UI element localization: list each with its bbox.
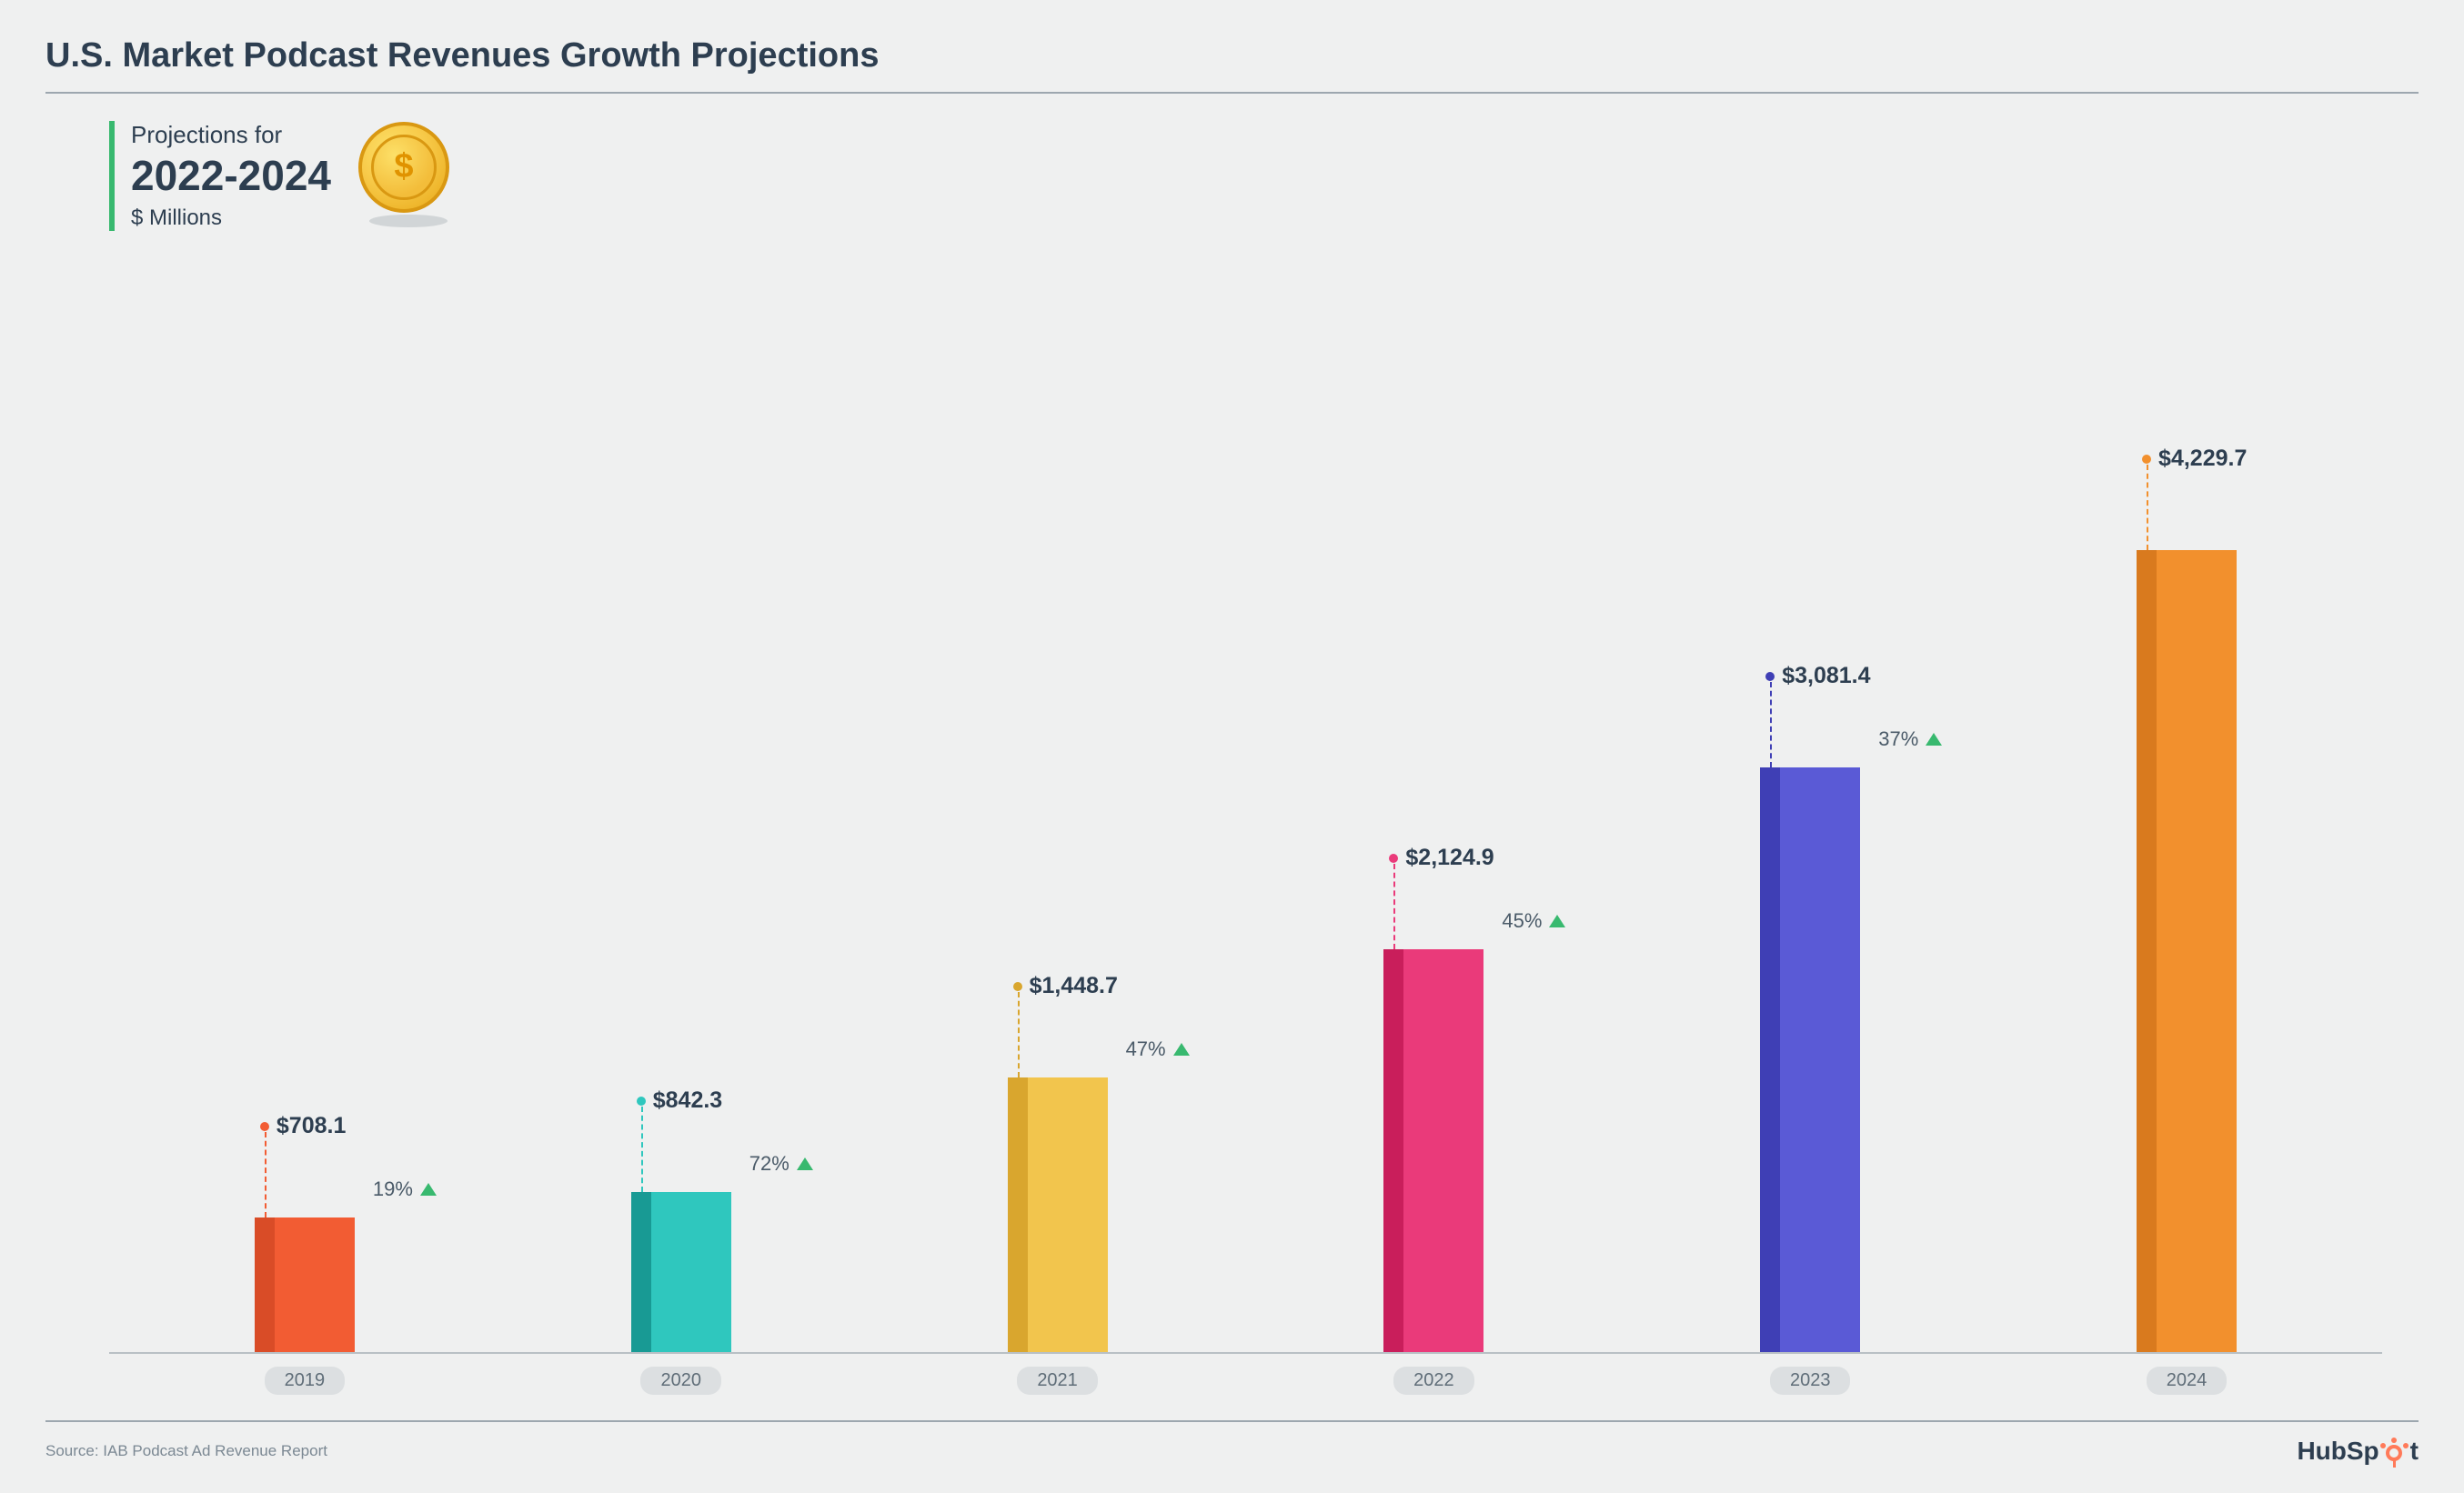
- source-text: Source: IAB Podcast Ad Revenue Report: [45, 1442, 327, 1460]
- bar-group: $3,081.4 37%: [1622, 238, 1998, 1352]
- year-label: 2022: [1393, 1367, 1474, 1395]
- value-label: $3,081.4: [1782, 663, 1870, 689]
- growth-up-icon: [1926, 733, 1942, 746]
- bar-group: $842.3 72%: [493, 238, 870, 1352]
- page-title: U.S. Market Podcast Revenues Growth Proj…: [45, 36, 2419, 94]
- value-dot: [260, 1122, 269, 1131]
- value-label: $708.1: [277, 1113, 346, 1139]
- value-label: $1,448.7: [1030, 973, 1118, 999]
- bar: [1008, 1077, 1108, 1352]
- hubspot-logo: HubSpt: [2297, 1437, 2419, 1466]
- growth-label: 19%: [373, 1177, 437, 1201]
- growth-up-icon: [1173, 1043, 1190, 1056]
- year-label: 2020: [640, 1367, 721, 1395]
- projections-header: Projections for 2022-2024 $ Millions $: [109, 121, 2382, 231]
- value-label: $2,124.9: [1405, 845, 1493, 871]
- growth-label: 45%: [1502, 909, 1565, 933]
- value-leader-line: [1393, 864, 1395, 949]
- year-label: 2023: [1770, 1367, 1851, 1395]
- growth-up-icon: [420, 1183, 437, 1196]
- footer: Source: IAB Podcast Ad Revenue Report Hu…: [45, 1420, 2419, 1466]
- bar-group: $1,448.7 47%: [870, 238, 1246, 1352]
- bar-group: $2,124.9 45%: [1245, 238, 1622, 1352]
- value-dot: [637, 1097, 646, 1106]
- year-axis: 2019 2020 2021 2022 2023 2024: [109, 1367, 2382, 1395]
- bar: [631, 1192, 731, 1352]
- bar: [2137, 550, 2237, 1352]
- projections-range: 2022-2024: [131, 151, 331, 200]
- year-label: 2019: [265, 1367, 346, 1395]
- year-label: 2021: [1017, 1367, 1098, 1395]
- bar: [1760, 767, 1860, 1352]
- value-label: $842.3: [653, 1087, 722, 1114]
- growth-label: 37%: [1878, 727, 1942, 751]
- chart-content: Projections for 2022-2024 $ Millions $ $…: [45, 94, 2419, 1420]
- value-dot: [1013, 982, 1022, 991]
- growth-up-icon: [797, 1157, 813, 1170]
- value-dot: [1389, 854, 1398, 863]
- bar: [255, 1217, 355, 1352]
- value-leader-line: [1018, 992, 1020, 1077]
- projections-units: $ Millions: [131, 205, 331, 231]
- value-leader-line: [2147, 465, 2148, 550]
- coin-icon: $: [358, 122, 458, 231]
- growth-up-icon: [1549, 915, 1565, 927]
- bar-chart: $708.1 19% $842.3 72% $1,448.7 47% $2,124.9 45%…: [109, 238, 2382, 1354]
- value-dot: [2142, 455, 2151, 464]
- bar: [1383, 949, 1483, 1352]
- value-leader-line: [641, 1107, 643, 1192]
- bar-group: $4,229.7: [1998, 238, 2375, 1352]
- value-leader-line: [265, 1132, 267, 1217]
- value-label: $4,229.7: [2158, 446, 2247, 472]
- projections-line1: Projections for: [131, 121, 331, 149]
- value-dot: [1765, 672, 1775, 681]
- year-label: 2024: [2147, 1367, 2228, 1395]
- growth-label: 47%: [1126, 1037, 1190, 1061]
- value-leader-line: [1770, 682, 1772, 767]
- growth-label: 72%: [749, 1152, 813, 1176]
- bar-group: $708.1 19%: [116, 238, 493, 1352]
